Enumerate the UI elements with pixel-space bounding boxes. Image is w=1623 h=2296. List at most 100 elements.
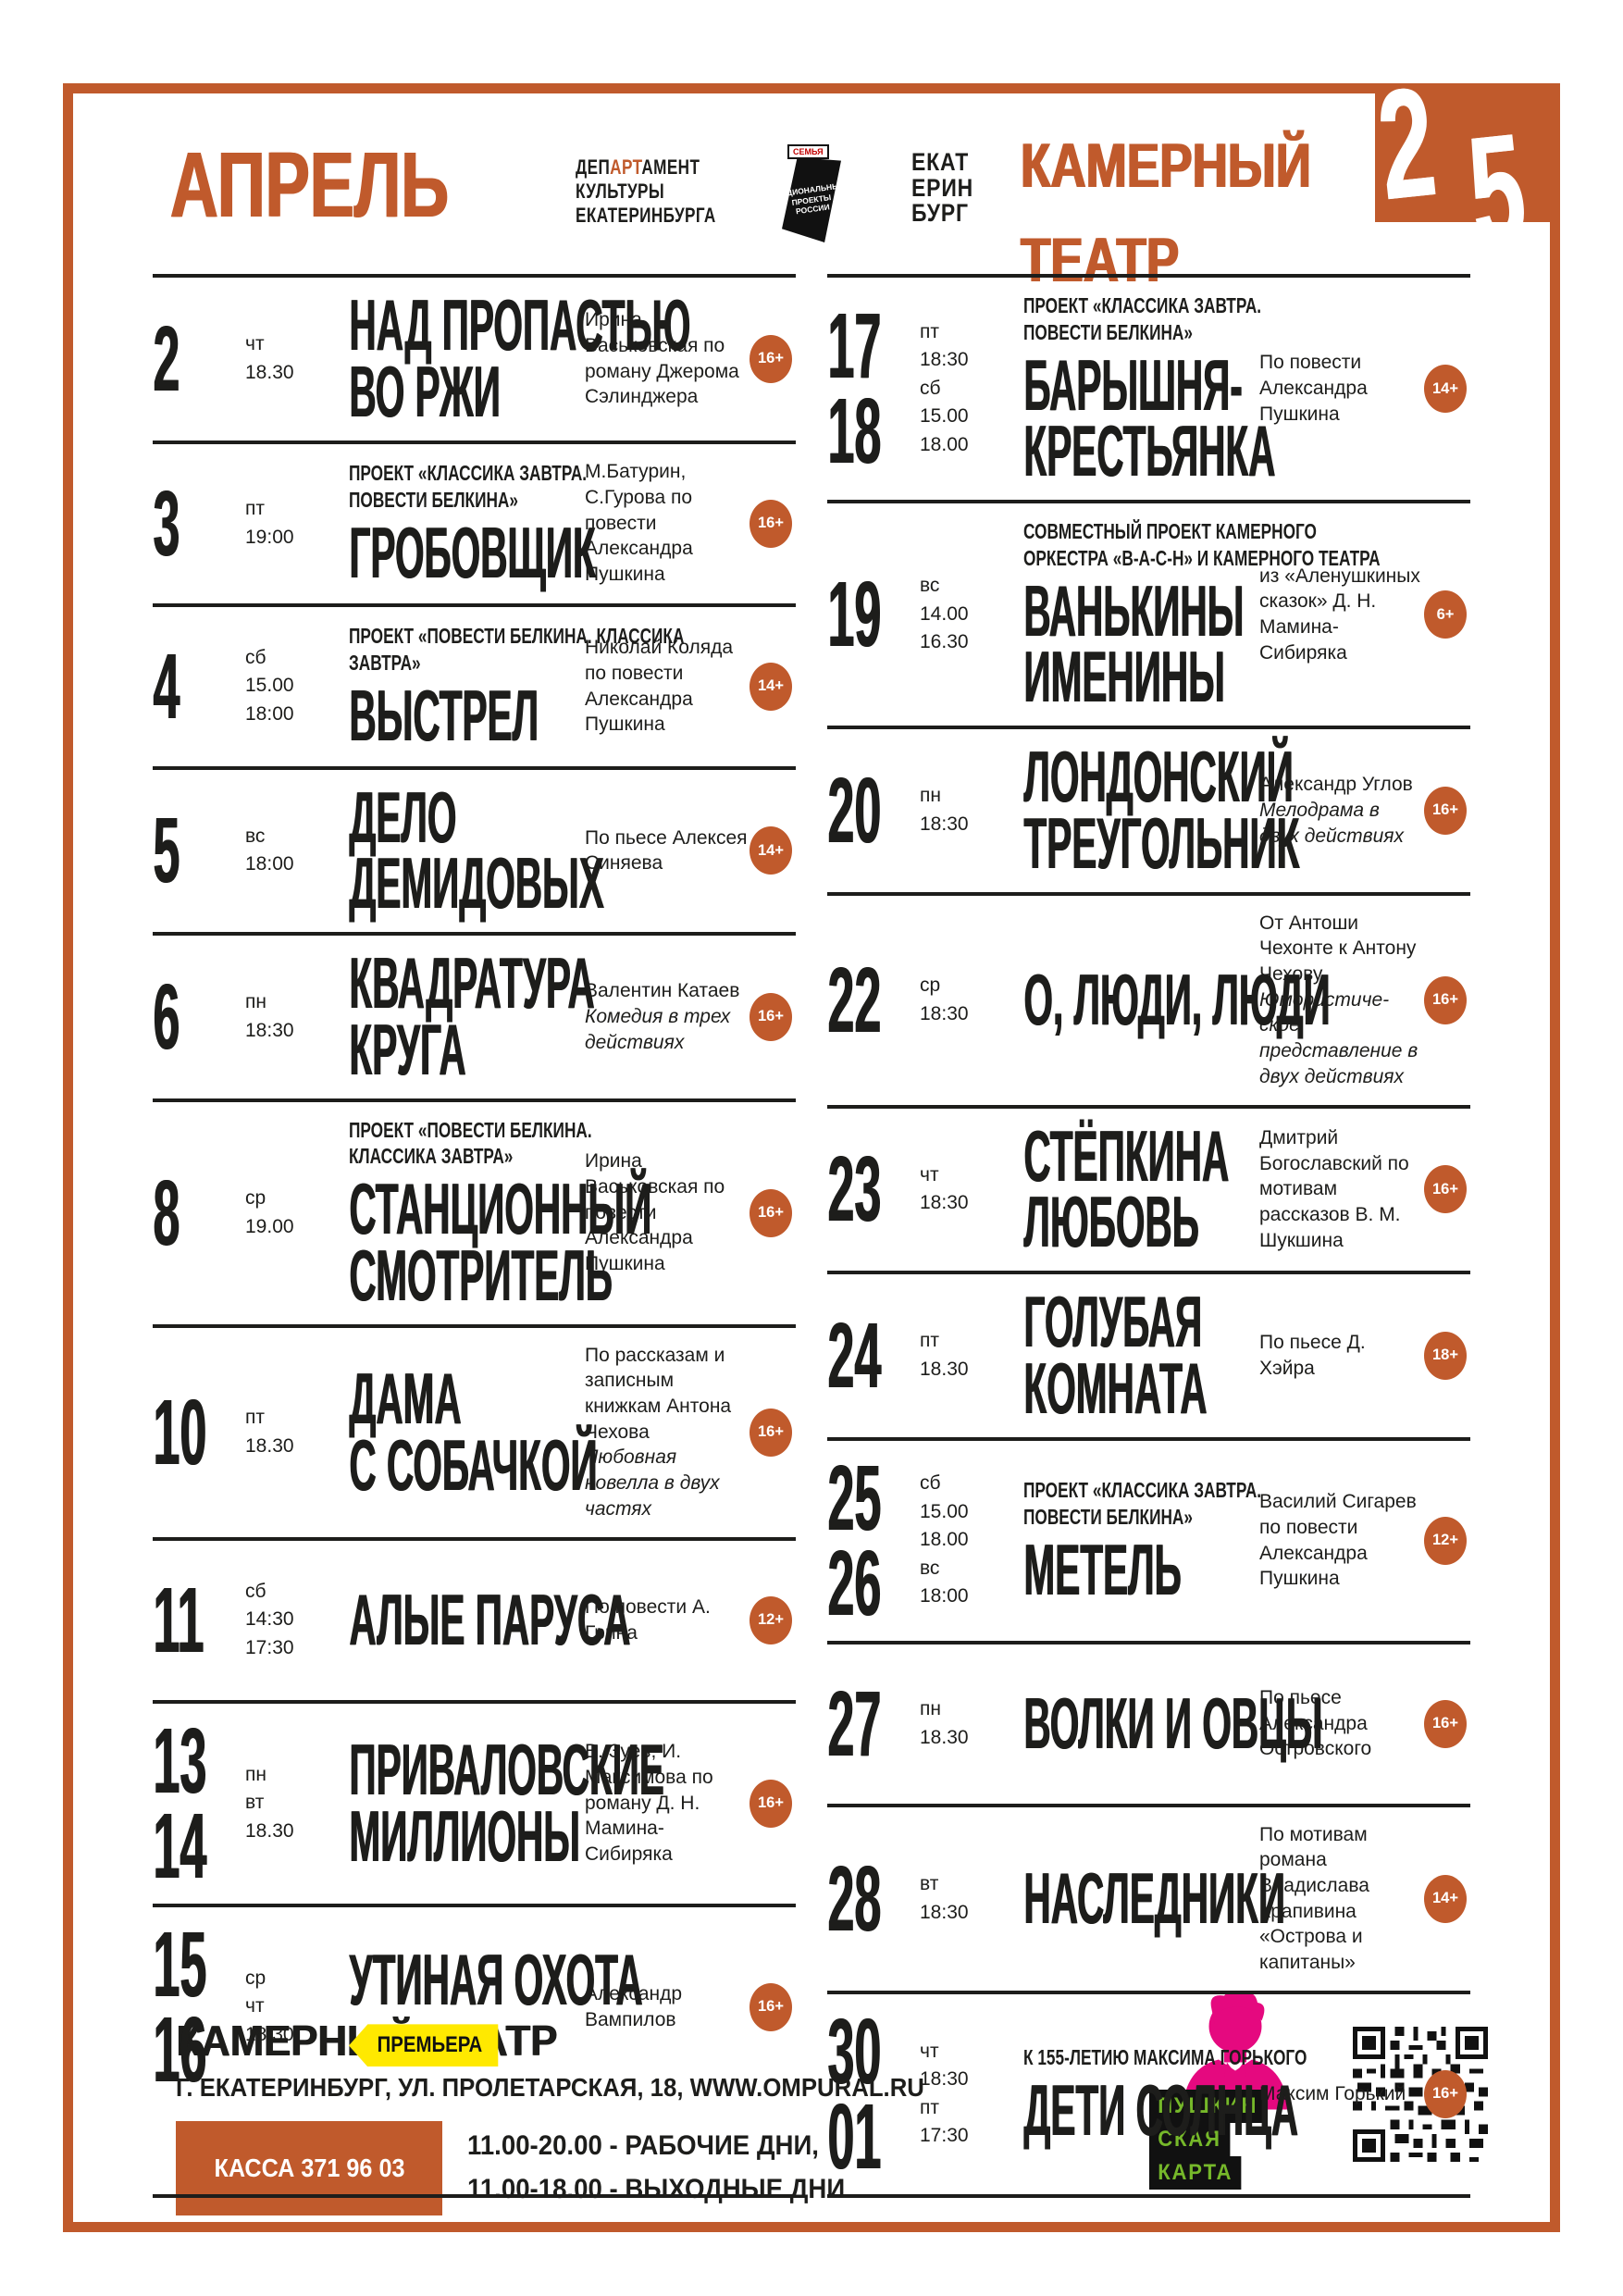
event-time: чт 18.30 bbox=[245, 333, 294, 383]
event-description: Ирина Васьковская по повести Александра … bbox=[585, 1150, 725, 1275]
department-of-culture-logo: ДЕПАРТАМЕНТ КУЛЬТУРЫ ЕКАТЕРИНБУРГА bbox=[576, 155, 716, 228]
event-time: сб 14:30 17:30 bbox=[245, 1580, 294, 1658]
event-date: 3 bbox=[153, 471, 180, 576]
event-description: Максим Горький bbox=[1259, 2082, 1406, 2104]
event-project-label: ПРОЕКТ «КЛАССИКА ЗАВТРА. ПОВЕСТИ БЕЛКИНА… bbox=[349, 461, 588, 513]
age-rating-badge: 14+ bbox=[1424, 1874, 1467, 1923]
event-description: От Антоши Чехонте к Антону Чехову Юморист… bbox=[1259, 911, 1422, 1090]
event-description: По пьесе Александра Островского bbox=[1259, 1686, 1372, 1760]
event-main: АЛЫЕ ПАРУСА bbox=[349, 1583, 630, 1656]
event-subtitle: Мелодрама в двух действиях bbox=[1259, 799, 1405, 847]
age-rating-badge: 18+ bbox=[1424, 1331, 1467, 1380]
event-main: НАСЛЕДНИКИ bbox=[1023, 1856, 1285, 1939]
event-row: 3 пт 19:00 ПРОЕКТ «КЛАССИКА ЗАВТРА. ПОВЕ… bbox=[153, 440, 796, 603]
pushkin-card-line1: ПУШКИН bbox=[1149, 2090, 1267, 2123]
age-rating-badge: 16+ bbox=[750, 1408, 792, 1457]
event-time: пт 19:00 bbox=[245, 498, 294, 548]
age-rating-badge: 12+ bbox=[1424, 1516, 1467, 1565]
national-projects-logo: СЕМЬЯ НАЦИОНАЛЬНЫЕ ПРОЕКТЫ РОССИИ bbox=[782, 144, 843, 246]
event-row: 11 сб 14:30 17:30 АЛЫЕ ПАРУСА По повести… bbox=[153, 1536, 796, 1700]
schedule-column-left: 2 чт 18.30 НАД ПРОПАСТЬЮ ВО РЖИ Ирина Ва… bbox=[153, 274, 796, 2198]
event-date: 19 bbox=[827, 563, 881, 666]
event-time: чт 18:30 пт 17:30 bbox=[920, 2040, 969, 2147]
event-date: 22 bbox=[827, 948, 881, 1052]
age-rating-badge: 16+ bbox=[750, 1982, 792, 2031]
natproj-text: НАЦИОНАЛЬНЫЕ ПРОЕКТЫ РОССИИ bbox=[774, 180, 846, 217]
event-time: пт 18:30 сб 15.00 18.00 bbox=[920, 320, 969, 455]
event-row: 30 01 чт 18:30 пт 17:30 К 155-ЛЕТИЮ МАКС… bbox=[827, 1990, 1470, 2194]
event-date: 4 bbox=[153, 634, 180, 738]
event-description: По повести А. Грина bbox=[585, 1595, 711, 1644]
event-description: Дмитрий Богославский по мотивам рассказо… bbox=[1259, 1126, 1409, 1251]
age-rating-badge: 14+ bbox=[1424, 365, 1467, 413]
event-title: ВЫСТРЕЛ bbox=[349, 674, 539, 756]
event-main: ВОЛКИ И ОВЦЫ bbox=[1023, 1687, 1322, 1759]
age-rating-badge: 16+ bbox=[750, 1779, 792, 1828]
age-rating-badge: 16+ bbox=[750, 499, 792, 548]
theater-name: КАМЕРНЫЙ ТЕАТР bbox=[1020, 130, 1310, 295]
event-row: 22 ср 18:30 О, ЛЮДИ, ЛЮДИ От Антоши Чехо… bbox=[827, 891, 1470, 1105]
event-date: 20 bbox=[827, 758, 881, 863]
event-row: 23 чт 18:30 СТЁПКИНА ЛЮБОВЬ Дмитрий Бого… bbox=[827, 1104, 1470, 1272]
event-main: ДАМА С СОБАЧКОЙ bbox=[349, 1362, 597, 1500]
event-title: ПРИВАЛОВСКИЕ МИЛЛИОНЫ bbox=[349, 1728, 664, 1877]
event-row: 5 вс 18:00 ДЕЛО ДЕМИДОВЫХ По пьесе Алекс… bbox=[153, 765, 796, 933]
event-main: КВАДРАТУРА КРУГА bbox=[349, 942, 595, 1090]
event-main: ПРОЕКТ «КЛАССИКА ЗАВТРА. ПОВЕСТИ БЕЛКИНА… bbox=[349, 460, 596, 593]
event-description: из «Аленушкиных сказок» Д. Н. Мамина-Сиб… bbox=[1259, 565, 1420, 664]
event-main: ПРОЕКТ «ПОВЕСТИ БЕЛКИНА. КЛАССИКА ЗАВТРА… bbox=[349, 1117, 651, 1311]
event-row: 2 чт 18.30 НАД ПРОПАСТЬЮ ВО РЖИ Ирина Ва… bbox=[153, 274, 796, 441]
event-project-label: ПРОЕКТ «ПОВЕСТИ БЕЛКИНА. КЛАССИКА ЗАВТРА… bbox=[349, 1117, 592, 1169]
schedule: 2 чт 18.30 НАД ПРОПАСТЬЮ ВО РЖИ Ирина Ва… bbox=[153, 274, 1470, 2198]
event-date: 28 bbox=[827, 1846, 881, 1951]
event-date: 25 26 bbox=[827, 1446, 881, 1635]
age-rating-badge: 16+ bbox=[750, 992, 792, 1041]
dept-logo-text: ДЕПАРТАМЕНТ КУЛЬТУРЫ ЕКАТЕРИНБУРГА bbox=[576, 155, 716, 227]
event-title: НАСЛЕДНИКИ bbox=[1023, 1856, 1285, 1939]
event-main: СОВМЕСТНЫЙ ПРОЕКТ КАМЕРНОГО ОРКЕСТРА «B-… bbox=[1023, 518, 1381, 713]
event-time: пн 18:30 bbox=[245, 991, 294, 1041]
event-description: Ирина Васьковская по роману Джерома Сэли… bbox=[585, 309, 739, 408]
event-main: ПРОЕКТ «ПОВЕСТИ БЕЛКИНА. КЛАССИКА ЗАВТРА… bbox=[349, 623, 684, 756]
event-row: 24 пт 18.30 ГОЛУБАЯ КОМНАТА По пьесе Д. … bbox=[827, 1271, 1470, 1437]
event-time: сб 15.00 18.00 вс 18:00 bbox=[920, 1472, 969, 1607]
event-description: По пьесе Алексея Синяева bbox=[585, 826, 748, 875]
event-title: ГРОБОВЩИК bbox=[349, 511, 596, 593]
event-title: ГОЛУБАЯ КОМНАТА bbox=[1023, 1281, 1208, 1429]
event-date: 2 bbox=[153, 306, 180, 411]
event-main: ГОЛУБАЯ КОМНАТА bbox=[1023, 1281, 1259, 1429]
event-project-label: К 155-ЛЕТИЮ МАКСИМА ГОРЬКОГО bbox=[1023, 2045, 1307, 2070]
age-rating-badge: 16+ bbox=[1424, 975, 1467, 1024]
event-time: пн 18.30 bbox=[920, 1698, 969, 1748]
event-description: По мотивам романа Владислава Крапивина «… bbox=[1259, 1823, 1369, 1974]
digit-2: 2 bbox=[1369, 54, 1443, 233]
event-time: сб 15.00 18:00 bbox=[245, 646, 294, 725]
event-row: 17 18 пт 18:30 сб 15.00 18.00 ПРОЕКТ «КЛ… bbox=[827, 274, 1470, 500]
event-date: 10 bbox=[153, 1380, 206, 1484]
event-time: пн 18:30 bbox=[920, 785, 969, 835]
event-row: 27 пн 18.30 ВОЛКИ И ОВЦЫ По пьесе Алекса… bbox=[827, 1640, 1470, 1804]
event-title: УТИНАЯ ОХОТА bbox=[349, 1938, 643, 2020]
event-date: 8 bbox=[153, 1160, 180, 1265]
event-title: СТЁПКИНА ЛЮБОВЬ bbox=[1023, 1114, 1229, 1263]
event-date: 13 14 bbox=[153, 1708, 206, 1898]
event-title: КВАДРАТУРА КРУГА bbox=[349, 942, 595, 1090]
event-title: ДЕЛО ДЕМИДОВЫХ bbox=[349, 776, 604, 925]
event-row: 25 26 сб 15.00 18.00 вс 18:00 ПРОЕКТ «КЛ… bbox=[827, 1436, 1470, 1641]
event-main: ПРИВАЛОВСКИЕ МИЛЛИОНЫ bbox=[349, 1728, 664, 1877]
dept-art-accent: АРТ bbox=[610, 155, 642, 179]
event-title: БАРЫШНЯ- КРЕСТЬЯНКА bbox=[1023, 343, 1276, 492]
age-rating-badge: 16+ bbox=[1424, 1165, 1467, 1214]
event-date: 15 16 bbox=[153, 1912, 206, 2102]
event-date: 23 bbox=[827, 1137, 881, 1242]
event-description: Василий Сигарев по повести Александра Пу… bbox=[1259, 1491, 1417, 1590]
event-time: ср 19.00 bbox=[245, 1187, 294, 1237]
event-row: 6 пн 18:30 КВАДРАТУРА КРУГА Валентин Кат… bbox=[153, 932, 796, 1098]
event-row: 28 вт 18:30 НАСЛЕДНИКИ По мотивам романа… bbox=[827, 1803, 1470, 1991]
ekaterinburg-logo: ЕКАТ ЕРИН БУРГ bbox=[911, 148, 974, 228]
event-title: О, ЛЮДИ, ЛЮДИ bbox=[1023, 958, 1331, 1040]
event-row: 15 16 ср чт 18:30 УТИНАЯ ОХОТА ПРЕМЬЕРА … bbox=[153, 1903, 796, 2107]
month-title: АПРЕЛЬ bbox=[169, 133, 449, 237]
event-project-label: ПРОЕКТ «КЛАССИКА ЗАВТРА. ПОВЕСТИ БЕЛКИНА… bbox=[1023, 1478, 1262, 1530]
event-main: ПРОЕКТ «КЛАССИКА ЗАВТРА. ПОВЕСТИ БЕЛКИНА… bbox=[1023, 292, 1276, 492]
